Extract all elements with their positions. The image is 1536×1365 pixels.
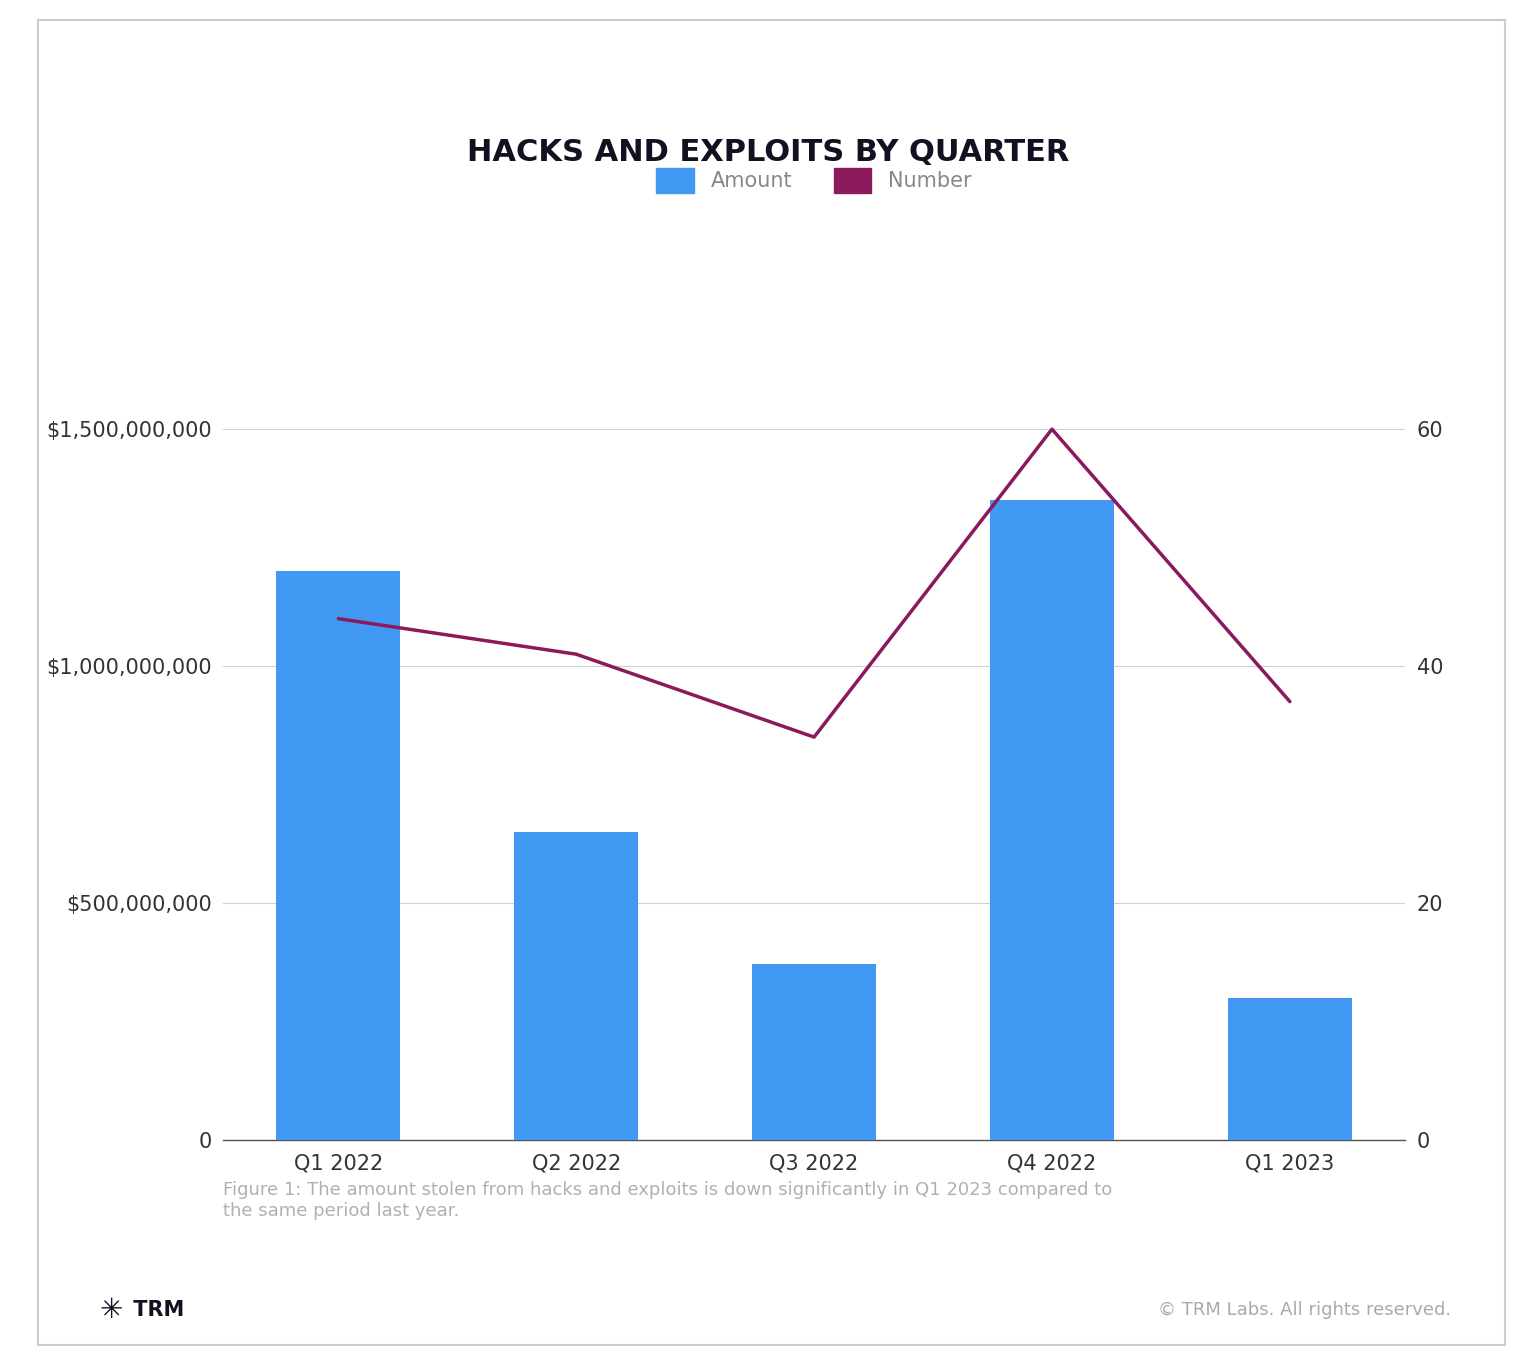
Bar xyxy=(515,831,637,1140)
Bar xyxy=(753,965,876,1140)
Text: ✳: ✳ xyxy=(100,1297,123,1324)
Bar xyxy=(1227,998,1352,1140)
Text: Figure 1: The amount stolen from hacks and exploits is down significantly in Q1 : Figure 1: The amount stolen from hacks a… xyxy=(223,1181,1112,1219)
Legend: Amount, Number: Amount, Number xyxy=(656,168,972,192)
Bar xyxy=(991,500,1114,1140)
Text: © TRM Labs. All rights reserved.: © TRM Labs. All rights reserved. xyxy=(1158,1301,1452,1320)
Bar xyxy=(276,572,401,1140)
Text: HACKS AND EXPLOITS BY QUARTER: HACKS AND EXPLOITS BY QUARTER xyxy=(467,138,1069,168)
Text: TRM: TRM xyxy=(126,1301,184,1320)
